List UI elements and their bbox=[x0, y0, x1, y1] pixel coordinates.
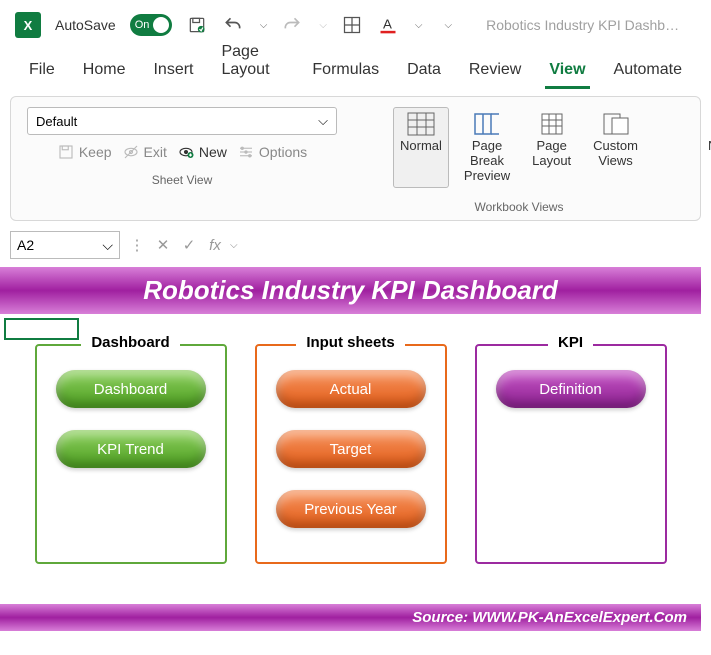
borders-icon[interactable] bbox=[341, 14, 363, 36]
tab-insert[interactable]: Insert bbox=[139, 53, 207, 87]
fx-icon[interactable]: fx bbox=[204, 234, 226, 256]
tab-data[interactable]: Data bbox=[393, 53, 455, 87]
kpi-panel-title: KPI bbox=[548, 334, 593, 351]
workbook-views-group: Normal Page Break Preview Page Layout Cu… bbox=[393, 107, 645, 214]
undo-dropdown[interactable]: ⌵ bbox=[260, 20, 268, 31]
sheet-view-group: Default ⌵ Keep Exit New Options Sheet Vi… bbox=[27, 107, 337, 214]
sheet-view-group-label: Sheet View bbox=[152, 173, 213, 187]
definition-button[interactable]: Definition bbox=[496, 370, 646, 408]
new-label: New bbox=[199, 144, 227, 160]
workbook-views-label: Workbook Views bbox=[475, 200, 564, 214]
actual-label: Actual bbox=[330, 381, 372, 398]
cell-reference: A2 bbox=[17, 237, 34, 253]
font-color-dropdown[interactable]: ⌵ bbox=[415, 20, 423, 31]
keep-label: Keep bbox=[79, 144, 112, 160]
target-button[interactable]: Target bbox=[276, 430, 426, 468]
page-break-button[interactable]: Page Break Preview bbox=[457, 107, 517, 188]
chevron-down-icon[interactable]: ⌵ bbox=[230, 240, 238, 251]
ribbon: Default ⌵ Keep Exit New Options Sheet Vi… bbox=[10, 96, 701, 221]
exit-label: Exit bbox=[144, 144, 167, 160]
kpi-panel: KPI Definition bbox=[475, 344, 667, 564]
kpi-trend-button[interactable]: KPI Trend bbox=[56, 430, 206, 468]
dashboard-btn-label: Dashboard bbox=[94, 381, 167, 398]
selected-cell[interactable] bbox=[4, 318, 79, 340]
custom-views-label: Custom Views bbox=[593, 138, 638, 168]
input-sheets-panel: Input sheets Actual Target Previous Year bbox=[255, 344, 447, 564]
page-layout-label: Page Layout bbox=[532, 138, 571, 168]
titlebar: X AutoSave On ⌵ ⌵ A ⌵ ⌵ Robotics Industr… bbox=[0, 0, 711, 50]
dashboard-footer: Source: WWW.PK-AnExcelExpert.Com bbox=[0, 604, 701, 631]
navigation-button[interactable]: Navigation bbox=[701, 107, 711, 158]
page-layout-button[interactable]: Page Layout bbox=[525, 107, 578, 188]
font-color-icon[interactable]: A bbox=[377, 14, 399, 36]
chevron-down-icon: ⌵ bbox=[318, 113, 328, 129]
page-break-label: Page Break Preview bbox=[464, 138, 510, 183]
kpi-trend-label: KPI Trend bbox=[97, 441, 164, 458]
toggle-knob bbox=[153, 17, 169, 33]
name-box[interactable]: A2 ⌵ bbox=[10, 231, 120, 259]
keep-button[interactable]: Keep bbox=[57, 143, 112, 161]
target-label: Target bbox=[330, 441, 372, 458]
redo-dropdown[interactable]: ⌵ bbox=[319, 20, 327, 31]
options-button[interactable]: Options bbox=[237, 143, 307, 161]
undo-icon[interactable] bbox=[222, 14, 244, 36]
tab-review[interactable]: Review bbox=[455, 53, 535, 87]
worksheet: Robotics Industry KPI Dashboard Dashboar… bbox=[0, 267, 701, 631]
custom-views-button[interactable]: Custom Views bbox=[586, 107, 645, 188]
options-label: Options bbox=[259, 144, 307, 160]
input-panel-title: Input sheets bbox=[296, 334, 404, 351]
autosave-label: AutoSave bbox=[55, 17, 116, 33]
tab-view[interactable]: View bbox=[535, 53, 599, 87]
tab-home[interactable]: Home bbox=[69, 53, 140, 87]
autosave-on-text: On bbox=[135, 19, 150, 31]
tab-formulas[interactable]: Formulas bbox=[298, 53, 393, 87]
sheet-view-dropdown[interactable]: Default ⌵ bbox=[27, 107, 337, 135]
vertical-dots-icon[interactable]: ⋮ bbox=[126, 234, 148, 256]
tab-page-layout[interactable]: Page Layout bbox=[207, 35, 298, 87]
svg-text:A: A bbox=[383, 16, 392, 31]
dashboard-title: Robotics Industry KPI Dashboard bbox=[0, 267, 701, 314]
previous-year-label: Previous Year bbox=[304, 501, 397, 518]
enter-icon[interactable]: ✓ bbox=[178, 234, 200, 256]
actual-button[interactable]: Actual bbox=[276, 370, 426, 408]
autosave-toggle[interactable]: On bbox=[130, 14, 172, 36]
tab-automate[interactable]: Automate bbox=[600, 53, 696, 87]
dashboard-panel-title: Dashboard bbox=[81, 334, 179, 351]
dashboard-panel: Dashboard Dashboard KPI Trend bbox=[35, 344, 227, 564]
cancel-icon[interactable]: ✕ bbox=[152, 234, 174, 256]
new-button[interactable]: New bbox=[177, 143, 227, 161]
sheet-view-value: Default bbox=[36, 114, 77, 129]
formula-bar: A2 ⌵ ⋮ ✕ ✓ fx ⌵ bbox=[10, 227, 701, 263]
save-icon[interactable] bbox=[186, 14, 208, 36]
dashboard-body: Dashboard Dashboard KPI Trend Input shee… bbox=[0, 314, 701, 604]
dashboard-button[interactable]: Dashboard bbox=[56, 370, 206, 408]
normal-view-button[interactable]: Normal bbox=[393, 107, 449, 188]
ribbon-tabs: File Home Insert Page Layout Formulas Da… bbox=[0, 50, 711, 88]
definition-label: Definition bbox=[539, 381, 602, 398]
filename: Robotics Industry KPI Dashb… bbox=[486, 17, 679, 33]
navigation-group: Navigation bbox=[701, 107, 711, 214]
previous-year-button[interactable]: Previous Year bbox=[276, 490, 426, 528]
excel-icon: X bbox=[15, 12, 41, 38]
exit-button[interactable]: Exit bbox=[122, 143, 167, 161]
qat-dropdown[interactable]: ⌵ bbox=[445, 20, 453, 31]
chevron-down-icon: ⌵ bbox=[102, 237, 113, 254]
tab-file[interactable]: File bbox=[15, 53, 69, 87]
normal-label: Normal bbox=[400, 138, 442, 153]
redo-icon[interactable] bbox=[281, 14, 303, 36]
